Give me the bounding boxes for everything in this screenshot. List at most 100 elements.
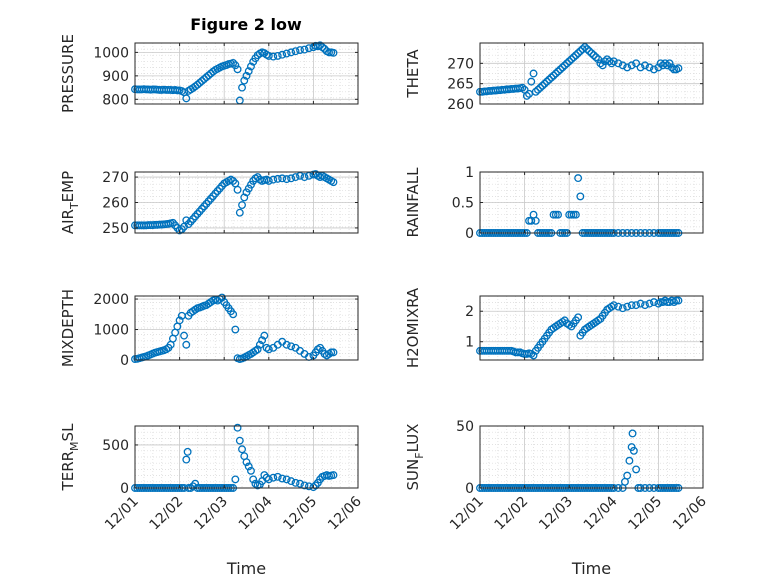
data-point (518, 83, 527, 92)
panel-rainfall: 0 0.5 1 RAINFALL (404, 165, 704, 242)
data-point (567, 55, 576, 64)
data-point (287, 342, 296, 351)
x-tick-label: 12/02 (147, 494, 187, 534)
y-tick-label: 1 (465, 165, 474, 181)
y-tick-label: 270 (102, 170, 129, 186)
y-tick-label: 2000 (93, 292, 129, 308)
x-axis-label: Time (226, 559, 266, 578)
data-point (218, 293, 226, 302)
data-point (238, 201, 246, 209)
data-point (235, 208, 244, 217)
data-point (531, 87, 540, 96)
x-tick-label: 12/04 (236, 493, 276, 533)
data-point (641, 301, 649, 310)
data-point (244, 462, 253, 471)
y-tick-label: 800 (102, 92, 129, 108)
data-point (632, 465, 641, 474)
data-point (300, 173, 309, 182)
x-tick-label: 12/06 (670, 493, 710, 533)
data-point (291, 173, 300, 182)
data-point (665, 59, 674, 68)
data-point (576, 47, 585, 56)
data-point (614, 59, 623, 68)
y-tick-label: 0 (120, 481, 129, 497)
x-tick-label: 12/05 (280, 494, 320, 534)
y-axis-label: TERRMSL (59, 423, 81, 492)
data-point (554, 210, 562, 219)
data-point (242, 71, 251, 80)
data-point (574, 174, 583, 183)
y-tick-label: 260 (102, 196, 129, 212)
data-point (255, 340, 264, 349)
data-point (282, 175, 291, 184)
data-point (240, 76, 249, 85)
data-point (594, 55, 603, 64)
data-point (672, 296, 681, 305)
y-tick-label: 50 (456, 419, 474, 435)
y-axis-label: AIRTEMP (59, 171, 81, 234)
data-point (670, 65, 678, 74)
x-axis-label: Time (571, 559, 611, 578)
data-point (578, 45, 587, 54)
y-tick-label: 270 (447, 56, 474, 72)
y-tick-label: 260 (447, 97, 474, 113)
data-point (264, 345, 273, 354)
data-point (244, 184, 253, 193)
data-point (636, 63, 645, 72)
y-tick-label: 265 (447, 77, 474, 93)
data-point (296, 171, 304, 180)
data-point (623, 471, 632, 480)
data-point (547, 73, 556, 82)
data-point (549, 71, 558, 80)
data-point (318, 43, 327, 52)
data-point (233, 65, 242, 74)
y-tick-label: 500 (102, 438, 129, 454)
data-point (627, 61, 636, 70)
data-point (287, 477, 296, 486)
data-point (329, 471, 338, 480)
data-point (238, 83, 246, 92)
data-point (592, 53, 600, 62)
series-mixdepth (131, 293, 338, 364)
data-point (618, 304, 627, 313)
axes-box (134, 295, 359, 361)
data-point (304, 44, 313, 53)
data-point (598, 61, 607, 70)
data-point (625, 456, 634, 465)
data-point (658, 61, 667, 70)
data-point (674, 64, 683, 73)
data-point (300, 481, 309, 490)
y-tick-label: 1000 (93, 45, 129, 61)
data-point (649, 65, 658, 74)
panel-terr_msl: 0 500 TERRMSL 12/01 12/02 12/03 12/04 12/05 12/0… (59, 423, 365, 578)
data-point (534, 85, 542, 94)
data-point (258, 336, 267, 345)
y-tick-label: 2 (465, 304, 474, 320)
data-point (605, 57, 614, 66)
data-point (231, 61, 240, 70)
data-point (287, 48, 296, 57)
data-point (522, 91, 531, 100)
data-point (229, 310, 238, 319)
panel-sun_flux: 0 50 SUNFLUX 12/01 12/02 12/03 12/04 12/05 12/06… (404, 419, 710, 578)
data-point (569, 210, 578, 219)
data-point (251, 479, 260, 488)
data-point (663, 61, 672, 70)
axes-box (134, 425, 359, 489)
x-tick-label: 12/02 (492, 494, 532, 534)
panel-mixdepth: 0 1000 2000 MIXDEPTH (59, 289, 359, 369)
data-point (527, 77, 536, 86)
data-point (589, 51, 598, 60)
y-tick-label: 0 (120, 353, 129, 369)
data-point (600, 57, 609, 66)
data-point (287, 174, 296, 183)
data-point (329, 348, 338, 357)
data-point (645, 63, 654, 72)
data-point (273, 51, 282, 60)
data-point (531, 216, 540, 225)
data-point (296, 479, 304, 488)
figure-title: Figure 2 low (190, 15, 302, 34)
data-point (576, 192, 585, 201)
